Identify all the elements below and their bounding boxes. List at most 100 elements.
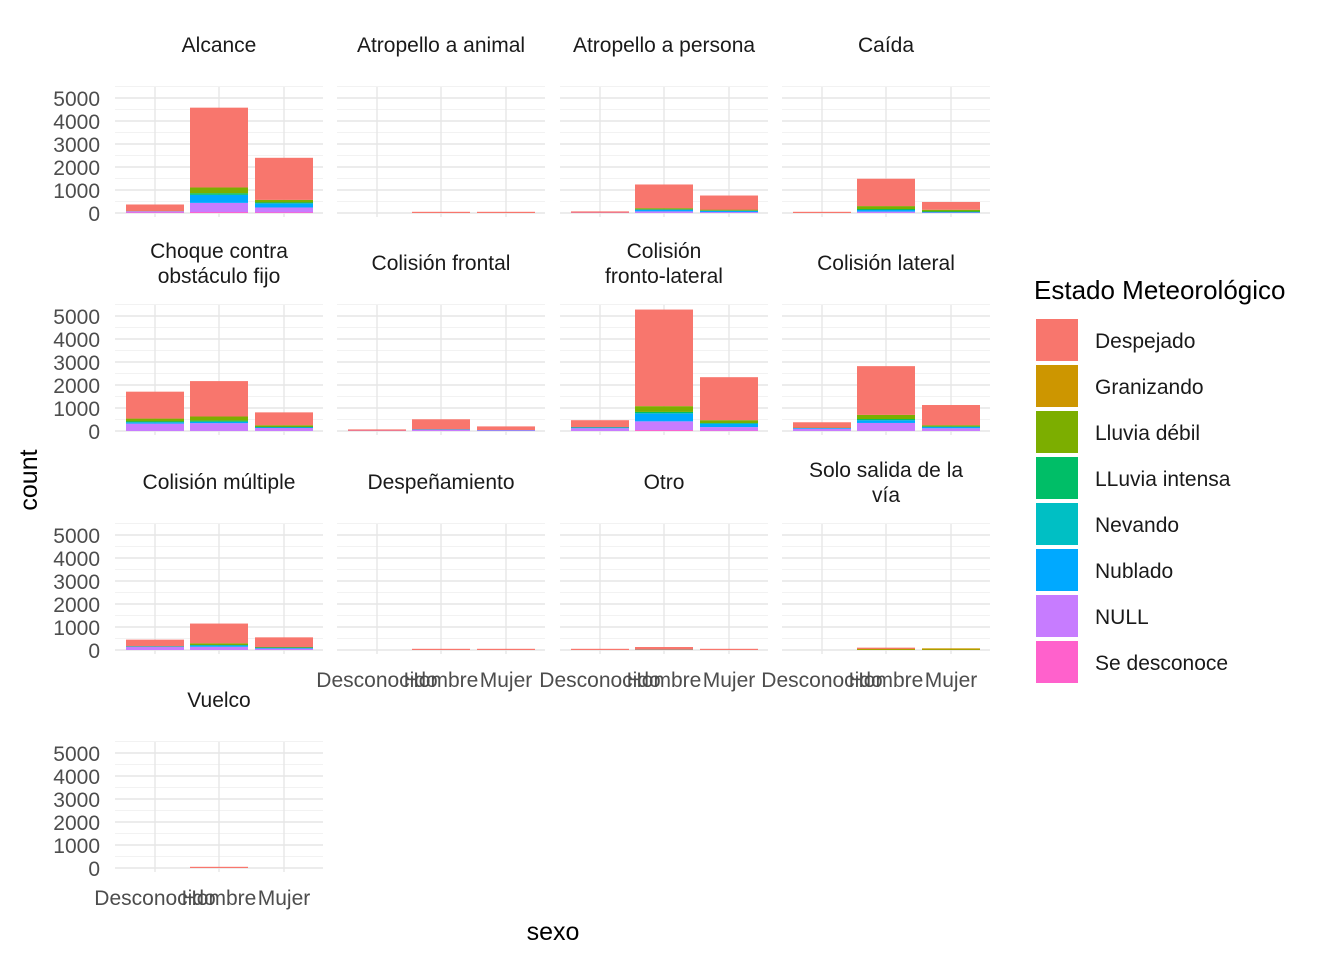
bar-segment <box>190 194 248 203</box>
bar-segment <box>635 406 693 412</box>
bar-segment <box>255 428 313 431</box>
bar-segment <box>857 208 915 211</box>
bar-segment <box>700 648 758 650</box>
y-tick-label: 5000 <box>53 743 100 766</box>
y-tick-label: 3000 <box>53 789 100 812</box>
legend-label: Lluvia débil <box>1095 422 1200 445</box>
bar-segment <box>255 637 313 648</box>
bar-segment <box>255 412 313 426</box>
bar-segment <box>635 411 693 414</box>
bar-segment <box>190 423 248 431</box>
x-tick-label: Mujer <box>703 669 756 692</box>
facet-title: Atropello a animal <box>357 34 525 57</box>
legend-swatch <box>1036 411 1078 453</box>
facet-title: Vuelco <box>187 689 250 712</box>
bar-segment <box>922 648 980 650</box>
bar-segment <box>255 207 313 213</box>
bar-segment <box>255 211 313 213</box>
bar-segment <box>635 429 693 431</box>
bar-segment <box>190 421 248 424</box>
legend-label: NULL <box>1095 606 1149 629</box>
y-tick-label: 5000 <box>53 88 100 111</box>
y-tick-label: 2000 <box>53 157 100 180</box>
legend-title: Estado Meteorológico <box>1034 275 1285 305</box>
x-tick-label: Desconocido <box>316 669 437 692</box>
bar-segment <box>255 202 313 204</box>
y-tick-label: 0 <box>88 858 100 881</box>
bar-segment <box>190 202 248 213</box>
legend-label: LLuvia intensa <box>1095 468 1231 491</box>
bar-segment <box>190 107 248 188</box>
facet-title: Alcance <box>182 34 257 57</box>
bar-segment <box>190 381 248 417</box>
bar-segment <box>190 866 248 868</box>
bar-segment <box>190 211 248 213</box>
bar-segment <box>190 193 248 195</box>
x-tick-label: Desconocido <box>761 669 882 692</box>
bar-segment <box>190 623 248 644</box>
y-tick-label: 2000 <box>53 812 100 835</box>
y-tick-label: 2000 <box>53 375 100 398</box>
y-tick-label: 3000 <box>53 134 100 157</box>
bar-segment <box>571 420 629 428</box>
bar-segment <box>255 648 313 650</box>
bar-segment <box>857 210 915 212</box>
x-tick-label: Hombre <box>627 669 702 692</box>
bar-segment <box>922 210 980 213</box>
bar-segment <box>190 643 248 645</box>
y-tick-label: 3000 <box>53 352 100 375</box>
legend-swatch <box>1036 595 1078 637</box>
facet-title: Colisión <box>627 240 702 263</box>
y-tick-label: 1000 <box>53 180 100 203</box>
bar-segment <box>477 426 535 431</box>
bar-segment <box>571 428 629 431</box>
bar-segment <box>700 423 758 428</box>
bar-segment <box>412 648 470 650</box>
bar-segment <box>857 211 915 213</box>
legend-swatch <box>1036 641 1078 683</box>
bar-segment <box>793 427 851 429</box>
bar-segment <box>477 429 535 431</box>
bar-segment <box>700 420 758 423</box>
bar-segment <box>793 422 851 428</box>
bar-segment <box>700 211 758 213</box>
y-tick-label: 4000 <box>53 766 100 789</box>
x-tick-label: Mujer <box>480 669 533 692</box>
legend-swatch <box>1036 365 1078 407</box>
y-tick-label: 5000 <box>53 525 100 548</box>
bar-segment <box>571 211 629 213</box>
y-tick-label: 5000 <box>53 306 100 329</box>
legend-label: Despejado <box>1095 330 1195 353</box>
bar-segment <box>635 647 693 650</box>
bar-segment <box>922 405 980 426</box>
bar-segment <box>190 420 248 422</box>
facet-title: Caída <box>858 34 914 57</box>
x-tick-label: Mujer <box>258 887 311 910</box>
bar-segment <box>255 157 313 200</box>
bar-segment <box>255 203 313 208</box>
bar-segment <box>857 366 915 415</box>
bar-segment <box>190 416 248 421</box>
facet-title: Colisión lateral <box>817 252 955 275</box>
bar-segment <box>255 425 313 427</box>
y-tick-label: 0 <box>88 203 100 226</box>
bar-segment <box>635 309 693 407</box>
bar-segment <box>635 209 693 212</box>
y-tick-label: 2000 <box>53 594 100 617</box>
bar-segment <box>255 646 313 648</box>
bar-segment <box>190 187 248 194</box>
bar-segment <box>857 206 915 210</box>
y-tick-label: 1000 <box>53 617 100 640</box>
x-tick-label: Desconocido <box>94 887 215 910</box>
y-tick-label: 3000 <box>53 571 100 594</box>
bar-segment <box>190 646 248 650</box>
bar-segment <box>700 377 758 421</box>
legend-swatch <box>1036 457 1078 499</box>
bar-segment <box>126 391 184 419</box>
bar-segment <box>348 429 406 431</box>
bar-segment <box>412 429 470 431</box>
bar-segment <box>857 420 915 423</box>
x-tick-label: Hombre <box>404 669 479 692</box>
facet-title: Despeñamiento <box>367 471 514 494</box>
